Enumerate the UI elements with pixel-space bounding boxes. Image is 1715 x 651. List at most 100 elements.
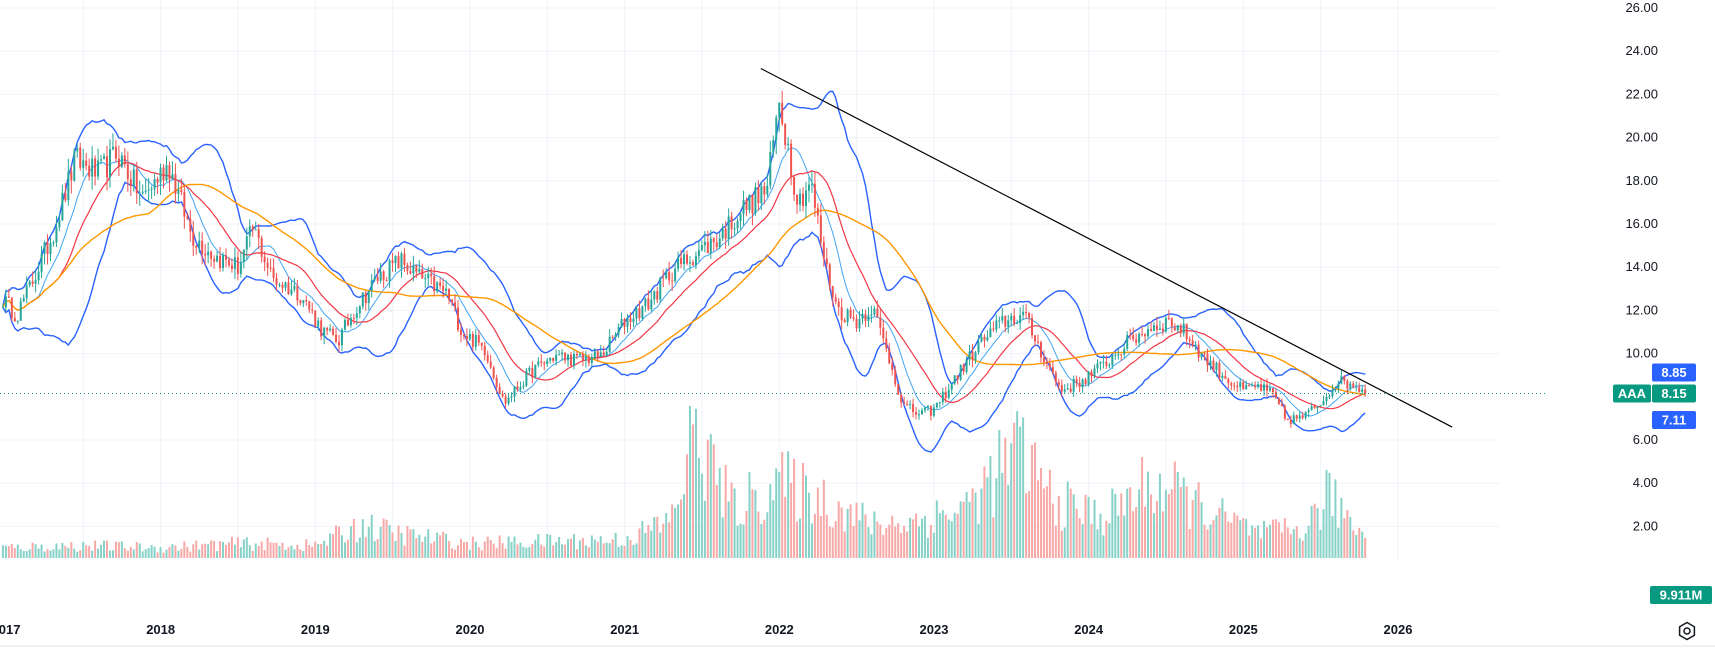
candle-body [891,363,894,371]
candle-body [623,319,626,327]
volume-bar [94,540,97,558]
volume-bar [941,510,944,558]
volume-bar [207,544,210,558]
candle-body [510,396,513,398]
volume-bar [114,541,117,558]
candle-body [784,124,787,146]
y-axis[interactable]: 26.00 24.00 22.00 20.00 18.00 16.00 14.00 12.00… [1625,0,1658,533]
volume-bar [790,482,793,558]
candle-body [85,160,88,166]
volume-bar [882,534,885,558]
volume-bar [724,465,727,558]
volume-bar [189,551,192,558]
volume-bar [367,526,370,558]
volume-bar [620,545,623,558]
trendline[interactable] [760,67,1453,428]
lower-band-badge: 7.11 [1662,413,1687,428]
volume-bar [757,511,760,558]
volume-bar [1233,512,1236,558]
volume-bar [1227,521,1230,558]
volume-bar [88,545,91,558]
volume-badge: 9.911M [1660,588,1703,603]
volume-bar [638,528,641,558]
candle-body [186,216,189,219]
volume-bar [100,544,103,558]
volume-bar [1081,524,1084,558]
volume-bar [1218,507,1221,558]
candle-body [1316,406,1319,409]
candle-body [775,117,778,141]
candle-body [1090,371,1093,376]
bollinger-bands [2,90,1366,453]
x-axis[interactable]: 2017 2018 2019 2020 2021 2022 2023 2024 2025 2026 [0,622,1715,647]
candle-body [1209,360,1212,366]
candle-body [703,241,706,246]
volume-bar [1004,437,1007,558]
volume-bar [462,542,465,558]
volume-bar [355,542,358,558]
volume-bar [947,519,950,558]
candle-body [1093,368,1096,376]
volume-bar [239,547,242,558]
candle-body [311,309,314,311]
volume-bar [97,548,100,558]
candle-body [1337,383,1340,389]
volume-bar [174,545,177,558]
candle-body [439,282,442,286]
volume-bar [1013,422,1016,558]
volume-bar [784,496,787,558]
candle-body [920,410,923,415]
candle-body [1307,410,1310,412]
candle-body [67,171,70,201]
volume-bar [10,543,13,558]
settings-icon[interactable] [1676,620,1698,642]
candle-body [590,357,593,364]
candle-body [697,250,700,257]
candle-body [1132,335,1135,340]
volume-bar [465,541,468,558]
candle-body [165,165,168,181]
volume-bar [424,536,427,558]
candle-body [168,165,171,180]
candle-body [1054,372,1057,383]
candle-body [941,391,944,403]
volume-bar [156,552,159,558]
candle-body [810,183,813,185]
volume-bar [519,542,522,558]
volume-bar [1292,529,1295,558]
candle-body [501,393,504,397]
volume-bar [1179,486,1182,558]
volume-bar [846,508,849,558]
volume-bar [1236,515,1239,558]
volume-bar [364,537,367,558]
volume-bar [938,513,941,558]
volume-bar [1194,490,1197,558]
volume-bar [1289,534,1292,558]
volume-bar [204,543,207,558]
candle-body [10,297,13,318]
volume-bar [1224,511,1227,558]
volume-bar [635,543,638,558]
volume-bar [1271,519,1274,558]
candle-body [683,254,686,265]
volume-bar [950,521,953,558]
candle-body [635,308,638,319]
candle-body [781,102,784,125]
candle-body [49,242,52,255]
candle-body [534,364,537,378]
candle-body [108,149,111,178]
volume-bar [483,541,486,558]
volume-bar [1361,531,1364,558]
candle-body [445,288,448,291]
candle-body [451,299,454,303]
candle-body [1301,415,1304,418]
volume-bar [1200,502,1203,558]
candle-body [153,178,156,189]
candle-body [1274,392,1277,399]
candle-body [1078,382,1081,388]
candle-body [843,320,846,323]
candle-body [787,143,790,146]
candle-body [599,352,602,357]
